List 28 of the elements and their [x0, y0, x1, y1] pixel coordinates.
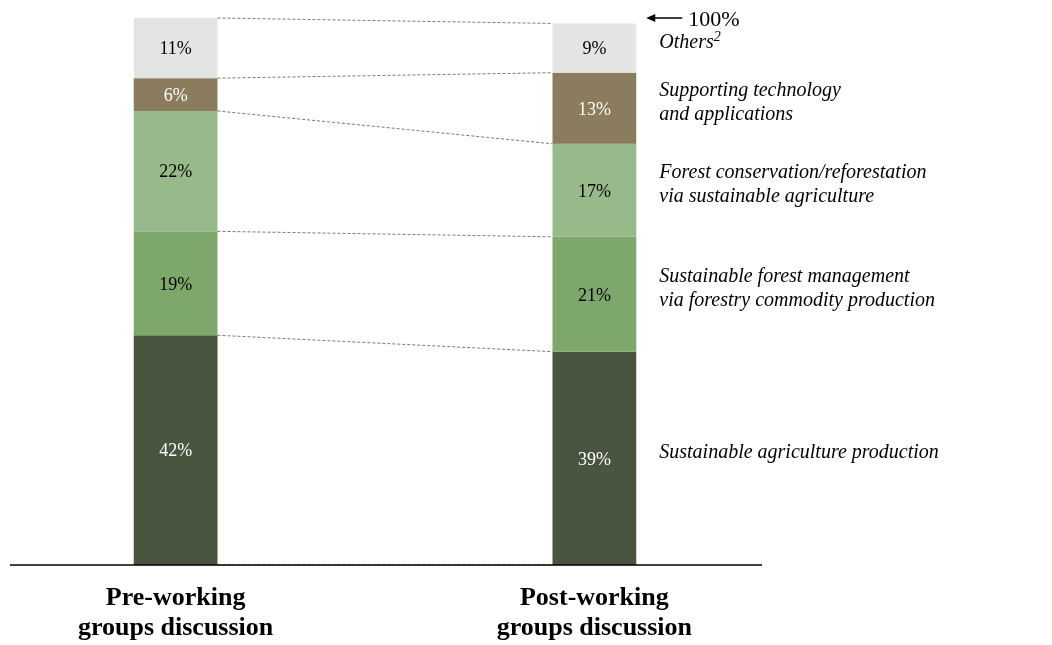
data-label: 21%	[577, 284, 611, 305]
data-label: 6%	[163, 84, 188, 105]
x-tick-label: Post-working groups discussion	[496, 582, 693, 641]
bar	[133, 110, 218, 232]
bar	[133, 18, 218, 79]
data-label: 17%	[577, 180, 611, 201]
bar	[133, 78, 218, 111]
bar	[552, 236, 637, 352]
series-label: Sustainable forest management via forestry commodity production	[659, 264, 935, 312]
x-tick-label: Pre-working groups discussion	[77, 582, 274, 641]
series-label: Forest conservation/reforestation via sustainable agriculture	[658, 160, 927, 208]
series-label: Others$^{2}$	[659, 28, 721, 53]
bar	[552, 72, 637, 144]
series-label: Sustainable agriculture production	[659, 440, 939, 464]
bar	[552, 351, 637, 565]
data-label: 11%	[159, 38, 192, 59]
data-label: 22%	[159, 161, 193, 182]
bar	[133, 335, 218, 565]
data-label: 42%	[159, 440, 193, 461]
data-label: 19%	[159, 273, 193, 294]
bar	[133, 231, 218, 336]
bar	[552, 143, 637, 237]
series-label: Supporting technology and applications	[659, 78, 842, 126]
data-label: 9%	[582, 38, 607, 59]
data-label: 13%	[577, 98, 611, 119]
data-label: 39%	[577, 448, 611, 469]
annotation: 100%	[688, 5, 740, 31]
bar	[552, 23, 637, 73]
